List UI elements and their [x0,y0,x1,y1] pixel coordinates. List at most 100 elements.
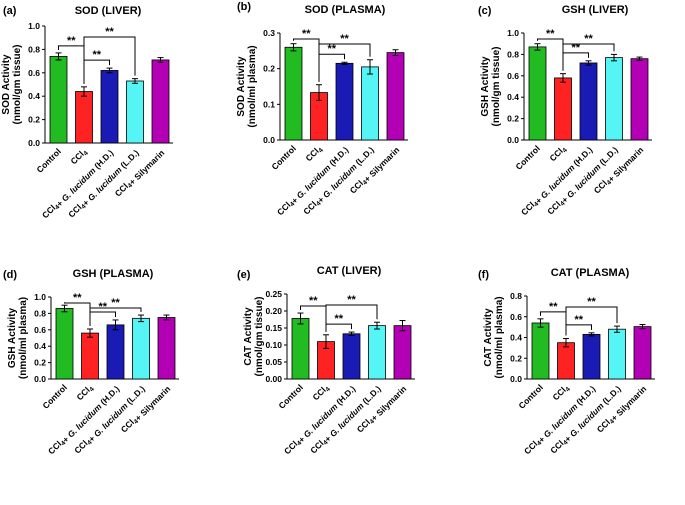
bar [605,57,623,141]
significance-bracket [325,323,352,332]
category-label: Control [269,143,297,171]
bar [633,326,652,380]
y-tick-label: 0.0 [510,374,522,384]
y-tick-label: 0.10 [265,340,282,350]
bar [55,308,74,380]
bar [579,62,598,141]
bar [126,80,144,144]
significance-label: ** [98,301,107,313]
significance-label: ** [587,296,596,308]
category-label: Control [516,382,544,410]
significance-label: ** [105,26,114,38]
bar [75,91,93,144]
y-tick-label: 0.00 [265,374,282,384]
bar [291,318,310,380]
significance-bracket [325,304,378,332]
bar [386,52,405,141]
y-tick-label: 0.2 [263,64,275,74]
y-tick-label: 0.20 [265,306,282,316]
panel-0: (a) SOD (LIVER) SOD Activity (nmol/gm tissu… [1,5,173,220]
bar [582,333,601,380]
chart-title: SOD (LIVER) [75,5,142,17]
y-axis-label: SOD Activity [236,56,247,117]
y-tick-label: 0.0 [34,374,46,384]
bar [342,333,361,380]
significance-label: ** [92,49,101,61]
y-tick-label: 0.25 [265,289,282,299]
y-tick-label: 0.8 [34,308,46,318]
bar [284,46,303,141]
significance-label: ** [574,314,583,326]
y-tick-label: 0.0 [263,135,275,145]
y-axis-label: CAT Activity [483,308,494,367]
significance-label: ** [302,28,311,40]
bar [393,325,412,380]
bar [81,332,99,380]
category-label: Control [34,146,62,174]
bar [49,56,68,144]
y-axis-label: GSH Activity [7,307,18,368]
category-label: CCl4 [74,382,96,404]
category-label: CCl4 [303,143,325,165]
bar [528,46,547,141]
y-tick-label: 0.4 [28,91,40,101]
significance-label: ** [571,42,580,54]
y-tick-label: 0.1 [263,99,275,109]
category-label: Control [40,382,68,410]
y-axis-unit-label: (nmol/gm tissue) [12,44,23,124]
panel-1: (b) SOD (PLASMA) SOD Activity (nmol/ml plas… [236,1,408,217]
significance-label: ** [549,301,558,313]
y-axis-label: SOD Activity [1,54,12,115]
panel-label: (a) [3,5,17,17]
y-axis-unit-label: (nmol/gm tissue) [254,296,265,376]
bar [368,325,386,380]
bar [151,59,170,144]
bar [132,317,150,380]
category-label: CCl4 [310,382,332,404]
bar [335,62,354,141]
significance-label: ** [347,294,356,306]
chart-title: CAT (PLASMA) [551,267,630,279]
y-tick-label: 0.8 [28,44,40,54]
significance-bracket [83,36,136,84]
significance-bracket [565,306,618,336]
y-tick-label: 0.15 [265,323,282,333]
significance-label: ** [309,295,318,307]
category-label: Control [513,143,541,171]
significance-label: ** [73,292,82,304]
chart-title: GSH (PLASMA) [73,268,154,280]
significance-bracket [318,43,371,82]
y-tick-label: 0.0 [28,138,40,148]
y-tick-label: 0.4 [34,341,46,351]
y-axis-label: CAT Activity [243,307,254,366]
panel-label: (b) [237,1,251,13]
bar [531,322,550,380]
panel-4: (e) CAT (LIVER) CAT Activity (nmol/gm tissu… [237,265,415,456]
significance-bracket [89,311,116,326]
bar [630,58,649,141]
y-tick-label: 0.8 [507,49,519,59]
significance-label: ** [67,35,76,47]
y-tick-label: 0.0 [507,135,519,145]
y-tick-label: 1.0 [507,28,519,38]
y-tick-label: 0.2 [510,353,522,363]
y-tick-label: 0.05 [265,357,282,367]
panel-2: (c) GSH (LIVER) GSH Activity (nmol/gm tissu… [478,4,652,217]
significance-bracket [565,324,592,336]
y-tick-label: 0.2 [28,115,40,125]
y-tick-label: 0.6 [34,325,46,335]
y-tick-label: 0.6 [28,68,40,78]
y-tick-label: 0.8 [510,291,522,301]
y-tick-label: 0.4 [507,92,519,102]
y-tick-label: 1.0 [28,21,40,31]
category-label: CCl4 [550,382,572,404]
significance-bracket [89,307,142,326]
bar [361,66,379,141]
panel-label: (c) [478,5,492,17]
chart-title: CAT (LIVER) [317,265,382,277]
bar [100,70,119,144]
category-label: CCl4 [547,143,569,165]
y-axis-unit-label: (nmol/ml plasma) [494,296,505,378]
panel-3: (d) GSH (PLASMA) GSH Activity (nmol/ml plas… [3,268,179,456]
significance-label: ** [340,33,349,45]
